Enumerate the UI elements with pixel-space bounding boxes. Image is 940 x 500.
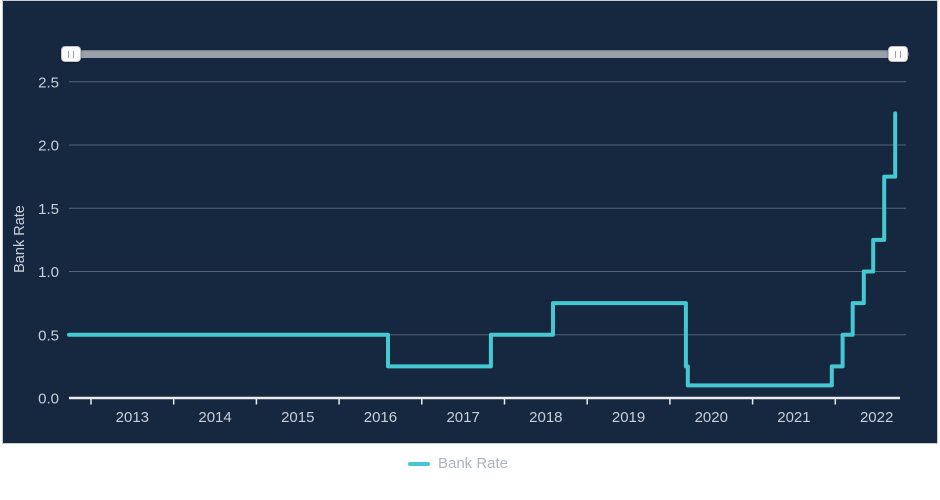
legend: Bank Rate bbox=[0, 454, 940, 474]
x-tick-label: 2020 bbox=[695, 409, 728, 426]
y-tick-label: 0.0 bbox=[38, 391, 59, 408]
x-tick-label: 2022 bbox=[860, 409, 893, 426]
slider-handle-right[interactable] bbox=[888, 46, 908, 62]
x-tick-label: 2019 bbox=[612, 409, 645, 426]
range-slider[interactable] bbox=[3, 1, 937, 73]
y-tick-label: 1.5 bbox=[38, 201, 59, 218]
x-tick-label: 2017 bbox=[446, 409, 479, 426]
slider-handle-left[interactable] bbox=[61, 46, 81, 62]
legend-item-bank-rate[interactable]: Bank Rate bbox=[407, 454, 509, 474]
grip-icon bbox=[68, 50, 74, 58]
legend-label: Bank Rate bbox=[437, 455, 509, 472]
legend-swatch-icon bbox=[407, 462, 430, 466]
y-tick-label: 0.5 bbox=[38, 327, 59, 344]
slider-track[interactable] bbox=[65, 50, 909, 58]
grip-icon bbox=[895, 50, 901, 58]
x-tick-label: 2013 bbox=[116, 409, 149, 426]
x-tick-label: 2016 bbox=[364, 409, 397, 426]
y-tick-label: 2.0 bbox=[38, 138, 59, 155]
y-tick-label: 1.0 bbox=[38, 264, 59, 281]
x-tick-label: 2018 bbox=[529, 409, 562, 426]
chart-panel: 0.0 0.5 1.0 1.5 2.0 2.5 2013 2014 2015 2016 2017 20… bbox=[2, 0, 938, 444]
x-tick-label: 2015 bbox=[281, 409, 314, 426]
y-tick-label: 2.5 bbox=[38, 74, 59, 91]
y-axis-title: Bank Rate bbox=[12, 205, 28, 273]
bank-rate-line[interactable] bbox=[67, 111, 898, 388]
x-tick-label: 2021 bbox=[777, 409, 810, 426]
plot-area[interactable]: 0.0 0.5 1.0 1.5 2.0 2.5 2013 2014 2015 2016 2017 20… bbox=[3, 1, 937, 443]
x-tick-label: 2014 bbox=[198, 409, 231, 426]
